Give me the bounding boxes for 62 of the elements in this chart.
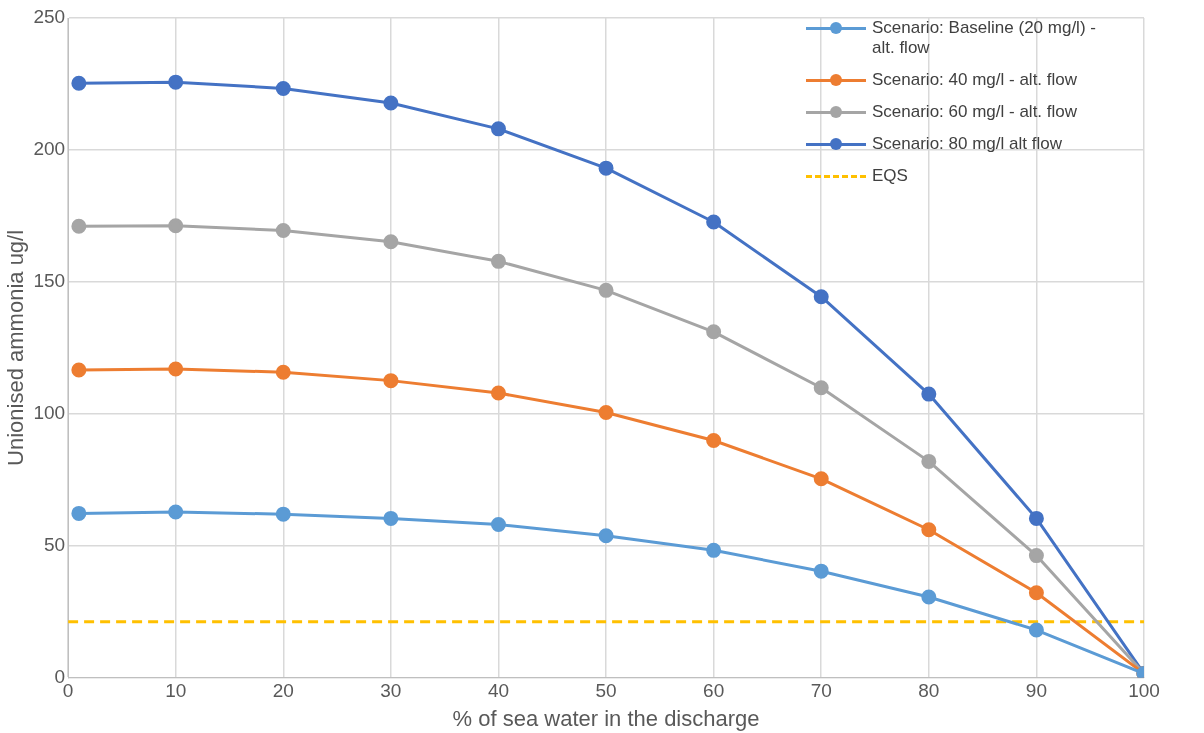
x-tick-label: 60 — [703, 680, 725, 702]
point — [168, 361, 184, 377]
point — [598, 282, 614, 298]
point — [168, 74, 184, 90]
x-tick-label: 50 — [595, 680, 617, 702]
point — [706, 433, 722, 449]
point — [383, 373, 399, 389]
x-tick-label: 90 — [1025, 680, 1047, 702]
x-tick-label: 10 — [165, 680, 187, 702]
point — [383, 234, 399, 250]
point — [1028, 622, 1044, 638]
point — [921, 589, 937, 605]
point — [490, 385, 506, 401]
x-tick-label: 80 — [918, 680, 940, 702]
legend-label: Scenario: 60 mg/l - alt. flow — [872, 102, 1078, 122]
point — [490, 253, 506, 269]
point — [706, 542, 722, 558]
legend-label: EQS — [872, 166, 908, 186]
y-tick-label: 200 — [33, 138, 66, 160]
point — [1028, 548, 1044, 564]
y-tick-label: 100 — [33, 402, 66, 424]
y-tick-label: 150 — [33, 270, 66, 292]
point — [168, 504, 184, 520]
point — [813, 289, 829, 305]
point — [921, 386, 937, 402]
point — [706, 324, 722, 340]
x-tick-label: 100 — [1128, 680, 1160, 702]
point — [598, 160, 614, 176]
point — [275, 222, 291, 238]
point — [71, 362, 87, 378]
x-tick-label: 30 — [380, 680, 402, 702]
point — [921, 453, 937, 469]
point — [706, 214, 722, 230]
point — [71, 218, 87, 234]
point — [598, 528, 614, 544]
x-tick-label: 40 — [487, 680, 510, 702]
legend-label: Scenario: 40 mg/l - alt. flow — [872, 70, 1078, 90]
point — [275, 506, 291, 522]
y-tick-label: 50 — [43, 534, 66, 556]
x-axis-title: % of sea water in the discharge — [452, 705, 760, 731]
point — [490, 121, 506, 137]
point — [813, 471, 829, 487]
legend-label: Scenario: 80 mg/l alt flow — [872, 134, 1062, 154]
point — [1028, 585, 1044, 601]
point — [383, 95, 399, 111]
point — [598, 405, 614, 421]
point — [71, 505, 87, 521]
point — [813, 380, 829, 396]
y-tick-label: 250 — [33, 6, 66, 28]
point — [168, 218, 184, 234]
point — [71, 75, 87, 91]
point — [921, 522, 937, 538]
x-tick-label: 70 — [810, 680, 832, 702]
point — [813, 563, 829, 579]
point — [275, 80, 291, 96]
point — [383, 510, 399, 526]
point — [1028, 510, 1044, 526]
y-axis-title: Unionised ammonia ug/l — [3, 229, 29, 466]
legend-label: Scenario: Baseline (20 mg/l) - alt. flow — [872, 18, 1097, 58]
x-tick-label: 20 — [272, 680, 294, 702]
point — [275, 364, 291, 380]
point — [490, 516, 506, 532]
